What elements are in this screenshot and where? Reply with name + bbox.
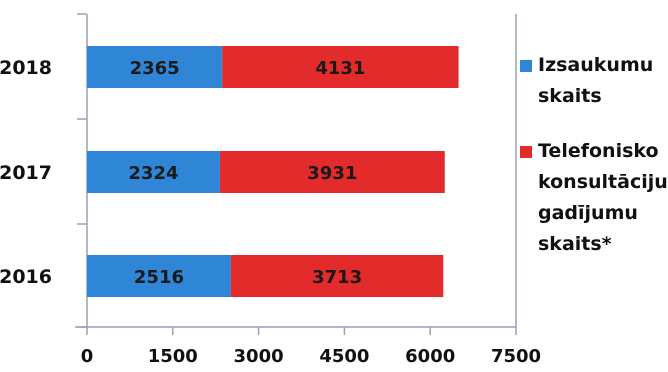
category-label-2018: 2018 xyxy=(0,57,52,79)
bar-2016-series-1 xyxy=(87,255,231,297)
labels-group: 0 1500 3000 4500 6000 7500 2018 2017 2016 2365 413… xyxy=(0,57,541,367)
legend-label-series-1: Izsaukumu skaits xyxy=(538,54,654,107)
data-label-2016-series-1: 2516 xyxy=(134,267,184,288)
bar-2018-series-2 xyxy=(222,46,459,88)
legend-item-series-1: Izsaukumu skaits xyxy=(520,50,668,112)
data-label-2017-series-2: 3931 xyxy=(307,163,357,184)
legend: Izsaukumu skaits Telefonisko konsultācij… xyxy=(520,50,668,284)
category-label-2016: 2016 xyxy=(0,266,52,288)
x-tick-label-5: 7500 xyxy=(491,346,541,367)
x-tick-label-2: 3000 xyxy=(234,346,284,367)
legend-swatch-series-1 xyxy=(520,60,532,72)
x-tick-label-4: 6000 xyxy=(405,346,455,367)
legend-item-series-2: Telefonisko konsultāciju gadījumu skaits… xyxy=(520,136,668,260)
legend-swatch-series-2 xyxy=(520,146,532,158)
data-label-2017-series-1: 2324 xyxy=(128,163,178,184)
bars-group xyxy=(87,46,459,297)
data-label-2016-series-2: 3713 xyxy=(312,267,362,288)
x-tick-label-1: 1500 xyxy=(148,346,198,367)
category-label-2017: 2017 xyxy=(0,162,52,184)
bar-2017-series-2 xyxy=(219,151,445,193)
bar-2017-series-1 xyxy=(87,151,220,193)
bar-2018-series-1 xyxy=(87,46,223,88)
bar-2016-series-2 xyxy=(230,255,444,297)
data-label-2018-series-1: 2365 xyxy=(130,58,180,79)
legend-label-series-2: Telefonisko konsultāciju gadījumu skaits… xyxy=(538,140,668,255)
x-tick-label-3: 4500 xyxy=(319,346,369,367)
x-tick-label-0: 0 xyxy=(81,346,94,367)
data-label-2018-series-2: 4131 xyxy=(315,58,365,79)
